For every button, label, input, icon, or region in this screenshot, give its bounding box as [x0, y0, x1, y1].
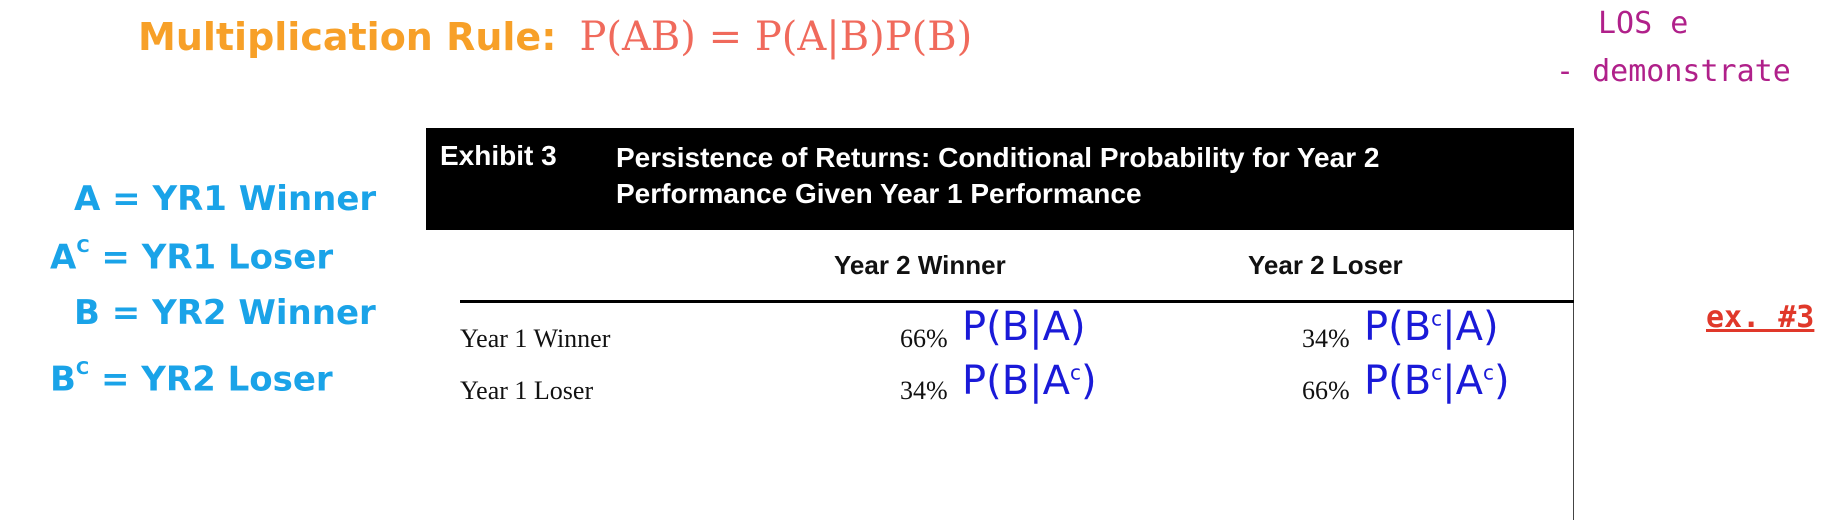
header-rule [460, 300, 1574, 303]
handwritten-p-bc-given-ac: P(Bc|Ac) [1364, 358, 1510, 404]
exhibit-number: Exhibit 3 [440, 140, 557, 172]
los-note: LOS e - demonstrate [1598, 0, 1791, 96]
cell-r2-c1: 34% [900, 376, 948, 406]
cell-r1-c1: 66% [900, 324, 948, 354]
rule-label: Multiplication Rule: [138, 15, 556, 59]
column-header-year2-winner: Year 2 Winner [834, 250, 1006, 281]
multiplication-rule-heading: Multiplication Rule: P(AB) = P(A|B)P(B) [138, 14, 972, 60]
definition-b-complement: BC = YR2 Loser [50, 342, 376, 404]
definition-b: B = YR2 Winner [50, 282, 376, 344]
exhibit-title: Persistence of Returns: Conditional Prob… [616, 140, 1536, 212]
exhibit-header: Exhibit 3 Persistence of Returns: Condit… [426, 128, 1574, 230]
rule-formula: P(AB) = P(A|B)P(B) [579, 14, 972, 60]
handwritten-p-b-given-ac: P(B|Ac) [962, 358, 1097, 404]
row-label-year1-winner: Year 1 Winner [460, 324, 610, 354]
event-definitions: A = YR1 Winner AC = YR1 Loser B = YR2 Wi… [50, 168, 376, 404]
column-header-year2-loser: Year 2 Loser [1248, 250, 1403, 281]
cell-r1-c2: 34% [1302, 324, 1350, 354]
example-label: ex. #3 [1706, 300, 1814, 335]
cell-r2-c2: 66% [1302, 376, 1350, 406]
table-right-border [1573, 230, 1574, 520]
handwritten-p-bc-given-a: P(Bc|A) [1364, 304, 1499, 350]
definition-a-complement: AC = YR1 Loser [50, 220, 376, 282]
handwritten-p-b-given-a: P(B|A) [962, 304, 1086, 350]
los-line-1: LOS e [1598, 0, 1791, 48]
row-label-year1-loser: Year 1 Loser [460, 376, 593, 406]
los-line-2: - demonstrate [1556, 48, 1791, 96]
exhibit-table: Exhibit 3 Persistence of Returns: Condit… [426, 128, 1574, 428]
